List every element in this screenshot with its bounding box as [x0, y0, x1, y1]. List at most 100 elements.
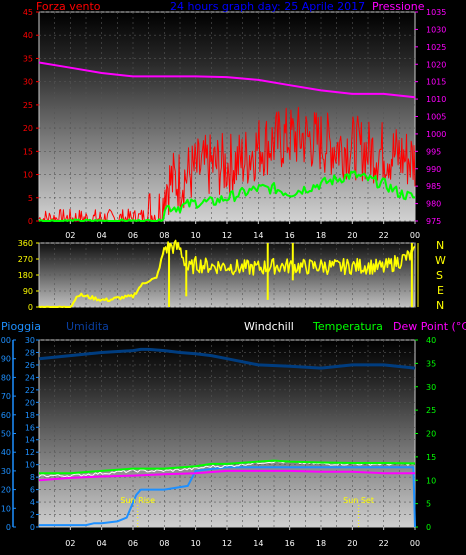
rain-ytick-label: 0 — [6, 523, 11, 532]
rain-ytick-label: 100 — [0, 336, 11, 345]
rain-ytick-label: 20 — [1, 486, 11, 495]
compass-s: S — [436, 269, 443, 282]
rain-temp-xtick-label: 20 — [347, 539, 357, 548]
temp-ytick-label: 20 — [426, 430, 436, 439]
temp-ytick-label: 30 — [426, 383, 436, 392]
direction-ytick-label: 360 — [18, 239, 33, 248]
humidity-ytick-label: 8 — [30, 473, 35, 482]
wind-ytick-label: 15 — [23, 147, 33, 156]
wind-pressure-xtick-label: 00 — [410, 231, 420, 240]
humidity-ytick-label: 26 — [25, 361, 35, 370]
compass-e: E — [437, 284, 444, 297]
direction-ytick-label: 90 — [23, 287, 33, 296]
wind-ytick-label: 35 — [23, 54, 33, 63]
rain-line — [39, 466, 416, 528]
rain-temp-xtick-label: 14 — [253, 539, 263, 548]
wind-pressure-xtick-label: 02 — [65, 231, 75, 240]
rain-ytick-label: 50 — [1, 430, 11, 439]
pressure-ytick-label: 1020 — [426, 60, 446, 69]
wind-pressure-xtick-label: 04 — [97, 231, 107, 240]
humidity-ytick-label: 6 — [30, 486, 35, 495]
rain-temp-xtick-label: 04 — [97, 539, 107, 548]
wind-ytick-label: 25 — [23, 101, 33, 110]
humidity-ytick-label: 0 — [30, 523, 35, 532]
humidity-line — [38, 347, 416, 370]
rain-temp-xtick-label: 16 — [285, 539, 295, 548]
direction-ytick-label: 0 — [28, 303, 33, 312]
humidity-ytick-label: 24 — [25, 373, 35, 382]
wind-ytick-label: 10 — [23, 171, 33, 180]
rain-ytick-label: 30 — [1, 467, 11, 476]
rain-ytick-label: 60 — [1, 411, 11, 420]
rain-ytick-label: 10 — [1, 504, 11, 513]
pressure-ytick-label: 995 — [426, 147, 441, 156]
humidity-ytick-label: 22 — [25, 386, 35, 395]
rain-temp-xtick-label: 00 — [410, 539, 420, 548]
wind-ytick-label: 40 — [23, 31, 33, 40]
pressure-ytick-label: 990 — [426, 165, 441, 174]
temp-ytick-label: 15 — [426, 453, 436, 462]
humidity-ytick-label: 12 — [25, 448, 35, 457]
temp-ytick-label: 35 — [426, 359, 436, 368]
wind-pressure-plot-area — [38, 11, 416, 222]
wind-ytick-label: 30 — [23, 78, 33, 87]
pressure-ytick-label: 1010 — [426, 95, 446, 104]
dewpoint-line — [38, 469, 415, 482]
wind-ytick-label: 20 — [23, 124, 33, 133]
wind-pressure-xtick-label: 12 — [222, 231, 232, 240]
temp-ytick-label: 40 — [426, 336, 436, 345]
graph-title: 24 hours graph day: 25 Aprile 2017 — [170, 0, 366, 13]
temp-ytick-label: 25 — [426, 406, 436, 415]
humidity-ytick-label: 28 — [25, 348, 35, 357]
wind-direction-line-b — [163, 239, 416, 276]
pressure-ytick-label: 1005 — [426, 113, 446, 122]
pressure-ytick-label: 985 — [426, 182, 441, 191]
rain-temp-xtick-label: 22 — [379, 539, 389, 548]
temperature-line — [39, 459, 416, 475]
rain-temp-xtick-label: 10 — [191, 539, 201, 548]
sunrise-label: Sun Rise — [120, 496, 155, 505]
rain-ytick-label: 70 — [1, 392, 11, 401]
humidity-ytick-label: 30 — [25, 336, 35, 345]
humidity-ytick-label: 10 — [25, 461, 35, 470]
wind-direction-line-a — [38, 247, 166, 308]
humidity-ytick-label: 20 — [25, 398, 35, 407]
wind-pressure-xtick-label: 18 — [316, 231, 326, 240]
rain-ytick-label: 40 — [1, 448, 11, 457]
rain-temp-xtick-label: 18 — [316, 539, 326, 548]
direction-ytick-label: 270 — [18, 255, 33, 264]
rain-axis-title: Pioggia — [1, 320, 41, 333]
pressure-ytick-label: 1035 — [426, 8, 446, 17]
windchill-legend: Windchill — [244, 320, 294, 333]
wind-pressure-xtick-label: 10 — [191, 231, 201, 240]
sunset-label: Sun Set — [343, 496, 374, 505]
pressure-line — [38, 61, 416, 99]
rain-temp-xtick-label: 06 — [128, 539, 138, 548]
rain-temp-xtick-label: 08 — [159, 539, 169, 548]
compass-n-bottom: N — [436, 299, 445, 312]
pressure-ytick-label: 980 — [426, 200, 441, 209]
wind-pressure-xtick-label: 20 — [347, 231, 357, 240]
wind-pressure-xtick-label: 14 — [253, 231, 263, 240]
humidity-ytick-label: 16 — [25, 423, 35, 432]
dewpoint-legend: Dew Point (°C) — [393, 320, 466, 333]
humidity-ytick-label: 14 — [25, 436, 35, 445]
humidity-ytick-label: 4 — [30, 498, 35, 507]
pressure-ytick-label: 1025 — [426, 43, 446, 52]
temp-ytick-label: 0 — [426, 523, 431, 532]
pressure-ytick-label: 1030 — [426, 25, 446, 34]
wind-pressure-xtick-label: 16 — [285, 231, 295, 240]
pressure-ytick-label: 1015 — [426, 78, 446, 87]
direction-ytick-label: 180 — [18, 271, 33, 280]
wind-avg-line — [38, 170, 416, 222]
pressure-ytick-label: 1000 — [426, 130, 446, 139]
wind-pressure-xtick-label: 22 — [379, 231, 389, 240]
rain-ytick-label: 80 — [1, 373, 11, 382]
temp-ytick-label: 5 — [426, 500, 431, 509]
pressure-axis-title: Pressione — [372, 0, 425, 13]
pressure-ytick-label: 975 — [426, 217, 441, 226]
rain-ytick-label: 90 — [1, 355, 11, 364]
compass-w: W — [435, 254, 446, 267]
